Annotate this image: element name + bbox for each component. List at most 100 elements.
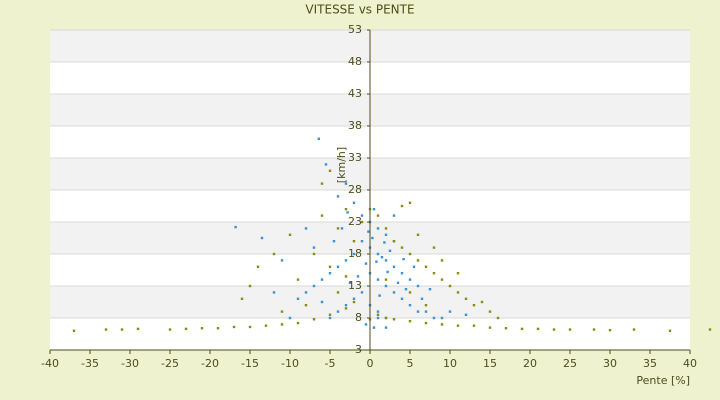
- point: [392, 240, 396, 243]
- points: [72, 137, 712, 332]
- x-tick-label: 20: [523, 357, 537, 370]
- point: [456, 324, 460, 327]
- point: [400, 272, 404, 275]
- point: [416, 310, 420, 313]
- point: [332, 240, 336, 243]
- point: [120, 328, 124, 331]
- point: [440, 278, 444, 281]
- point: [304, 291, 308, 294]
- point: [456, 291, 460, 294]
- point: [136, 327, 140, 331]
- point: [376, 214, 380, 217]
- point: [408, 278, 412, 281]
- x-tick-label: -35: [81, 357, 99, 370]
- point: [440, 323, 444, 326]
- point: [304, 304, 308, 307]
- point: [320, 214, 324, 217]
- point: [424, 321, 428, 325]
- point: [372, 326, 376, 329]
- x-tick-label: -20: [201, 357, 219, 370]
- point: [440, 259, 444, 262]
- point: [336, 265, 340, 268]
- point: [256, 265, 260, 268]
- point: [280, 323, 284, 326]
- point: [376, 316, 380, 320]
- point: [424, 310, 428, 313]
- point: [408, 291, 412, 294]
- point: [384, 284, 388, 288]
- point: [592, 328, 596, 331]
- point: [360, 291, 364, 294]
- point: [72, 329, 76, 332]
- point: [296, 321, 300, 325]
- point: [328, 316, 332, 320]
- point: [336, 227, 340, 230]
- point: [352, 252, 356, 256]
- point: [328, 272, 332, 275]
- x-tick-label: -15: [241, 357, 259, 370]
- x-tick-label: 30: [603, 357, 617, 370]
- point: [304, 227, 308, 230]
- point: [336, 195, 340, 198]
- point: [608, 328, 612, 332]
- point: [360, 214, 364, 217]
- point: [376, 310, 380, 313]
- point: [317, 137, 320, 140]
- point: [384, 278, 388, 281]
- point: [392, 214, 396, 217]
- point: [376, 313, 380, 316]
- point: [408, 320, 412, 323]
- point: [344, 307, 348, 310]
- point: [288, 316, 292, 320]
- point: [352, 201, 356, 204]
- point: [264, 324, 268, 327]
- point: [416, 284, 420, 288]
- point: [400, 246, 404, 249]
- point: [168, 328, 172, 331]
- point: [336, 291, 340, 294]
- y-tick-label: 53: [348, 23, 362, 36]
- point: [496, 316, 500, 320]
- point: [104, 328, 108, 331]
- point: [404, 288, 408, 291]
- point: [464, 297, 468, 300]
- point: [384, 326, 388, 329]
- point: [348, 281, 352, 284]
- point: [408, 201, 412, 204]
- point: [552, 328, 556, 331]
- point: [392, 265, 396, 268]
- point: [296, 278, 300, 281]
- point: [360, 240, 364, 243]
- point: [248, 325, 252, 329]
- point: [364, 323, 368, 326]
- point: [356, 275, 360, 278]
- point: [412, 265, 416, 268]
- point: [440, 316, 444, 320]
- point: [260, 236, 264, 240]
- point: [272, 252, 276, 256]
- point: [296, 297, 300, 300]
- point: [408, 252, 412, 256]
- point: [367, 230, 370, 233]
- point: [416, 233, 420, 236]
- point: [668, 329, 672, 332]
- point: [472, 304, 476, 307]
- point: [400, 297, 404, 300]
- point: [520, 327, 524, 331]
- point: [184, 327, 188, 331]
- point: [320, 278, 324, 281]
- point: [234, 225, 237, 229]
- point: [384, 259, 388, 262]
- x-tick-label: 15: [483, 357, 497, 370]
- point: [240, 297, 244, 300]
- y-tick-label: 38: [348, 119, 362, 132]
- point: [388, 249, 392, 252]
- x-tick-label: -5: [325, 357, 336, 370]
- point: [386, 270, 389, 274]
- point: [344, 208, 348, 211]
- point: [344, 275, 348, 278]
- point: [340, 227, 344, 230]
- point: [376, 227, 380, 230]
- y-tick-label: 18: [348, 247, 362, 260]
- y-tick-label: 8: [355, 311, 362, 324]
